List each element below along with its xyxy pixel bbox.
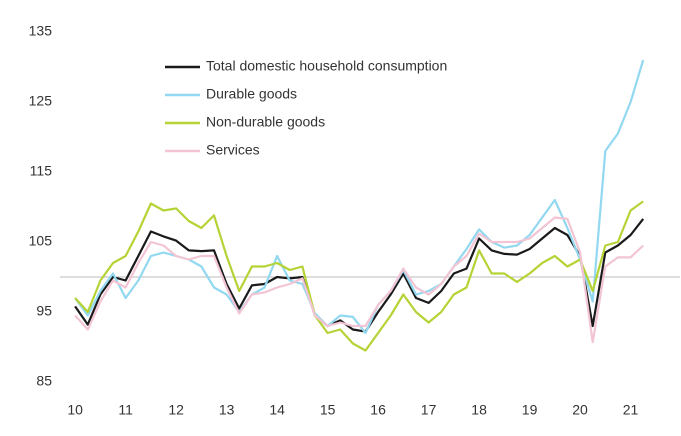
- x-tick-label: 12: [168, 402, 184, 418]
- x-tick-label: 18: [471, 402, 487, 418]
- x-tick-label: 10: [67, 402, 83, 418]
- x-tick-label: 16: [370, 402, 386, 418]
- series-line: [74, 200, 644, 352]
- y-tick-label: 105: [29, 233, 53, 249]
- y-tick-label: 115: [30, 163, 53, 179]
- y-tick-label: 125: [29, 93, 53, 109]
- y-tick-label: 135: [29, 23, 53, 39]
- x-tick-label: 13: [219, 402, 235, 418]
- x-tick-label: 11: [118, 402, 133, 418]
- legend-label: Non-durable goods: [206, 114, 325, 130]
- legend-label: Durable goods: [206, 86, 297, 102]
- y-tick-label: 95: [36, 303, 52, 319]
- legend-label: Services: [206, 142, 260, 158]
- x-tick-label: 17: [421, 402, 437, 418]
- series-line: [74, 218, 645, 333]
- series-line: [74, 216, 644, 344]
- y-tick-label: 85: [36, 373, 52, 389]
- series-line: [74, 59, 645, 335]
- legend-label: Total domestic household consumption: [206, 58, 447, 74]
- x-tick-label: 15: [320, 402, 336, 418]
- x-tick-label: 14: [269, 402, 285, 418]
- x-tick-label: 21: [623, 402, 639, 418]
- x-tick-label: 19: [522, 402, 538, 418]
- x-tick-label: 20: [572, 402, 588, 418]
